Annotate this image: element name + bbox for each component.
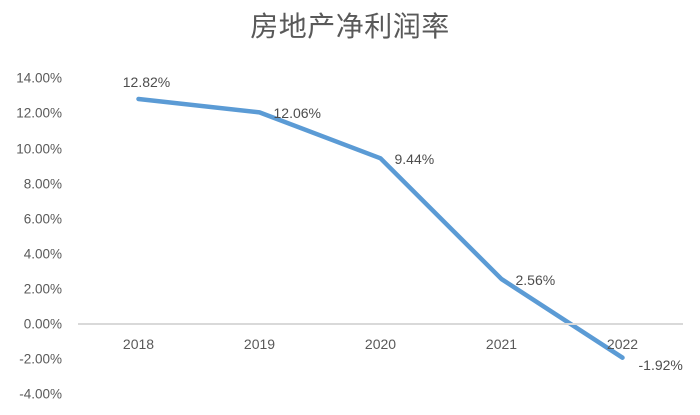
series-line xyxy=(136,96,625,360)
x-tick-label: 2022 xyxy=(606,336,639,352)
y-tick-label: 4.00% xyxy=(23,246,62,262)
y-tick-label: 12.00% xyxy=(16,105,62,121)
data-point-label: 9.44% xyxy=(394,151,435,168)
y-tick-label: 14.00% xyxy=(16,70,62,86)
y-tick-label: 6.00% xyxy=(23,210,62,226)
y-tick-label: -2.00% xyxy=(19,351,62,367)
y-tick-label: 10.00% xyxy=(16,140,62,156)
data-point-label: -1.92% xyxy=(638,356,683,373)
data-point-label: 12.82% xyxy=(122,74,171,90)
data-point-label: 2.56% xyxy=(515,272,556,289)
x-tick-label: 2019 xyxy=(243,336,276,352)
x-tick-label: 2021 xyxy=(485,336,518,352)
data-point-label: 12.06% xyxy=(273,105,321,122)
zero-axis-line xyxy=(78,323,683,325)
y-tick-label: -4.00% xyxy=(19,386,62,402)
y-tick-label: 0.00% xyxy=(23,316,62,332)
chart-title: 房地产净利润率 xyxy=(250,11,450,42)
y-tick-label: 2.00% xyxy=(23,281,62,297)
x-tick-label: 2018 xyxy=(122,336,155,352)
y-tick-label: 8.00% xyxy=(23,175,62,191)
x-tick-label: 2020 xyxy=(364,336,397,352)
